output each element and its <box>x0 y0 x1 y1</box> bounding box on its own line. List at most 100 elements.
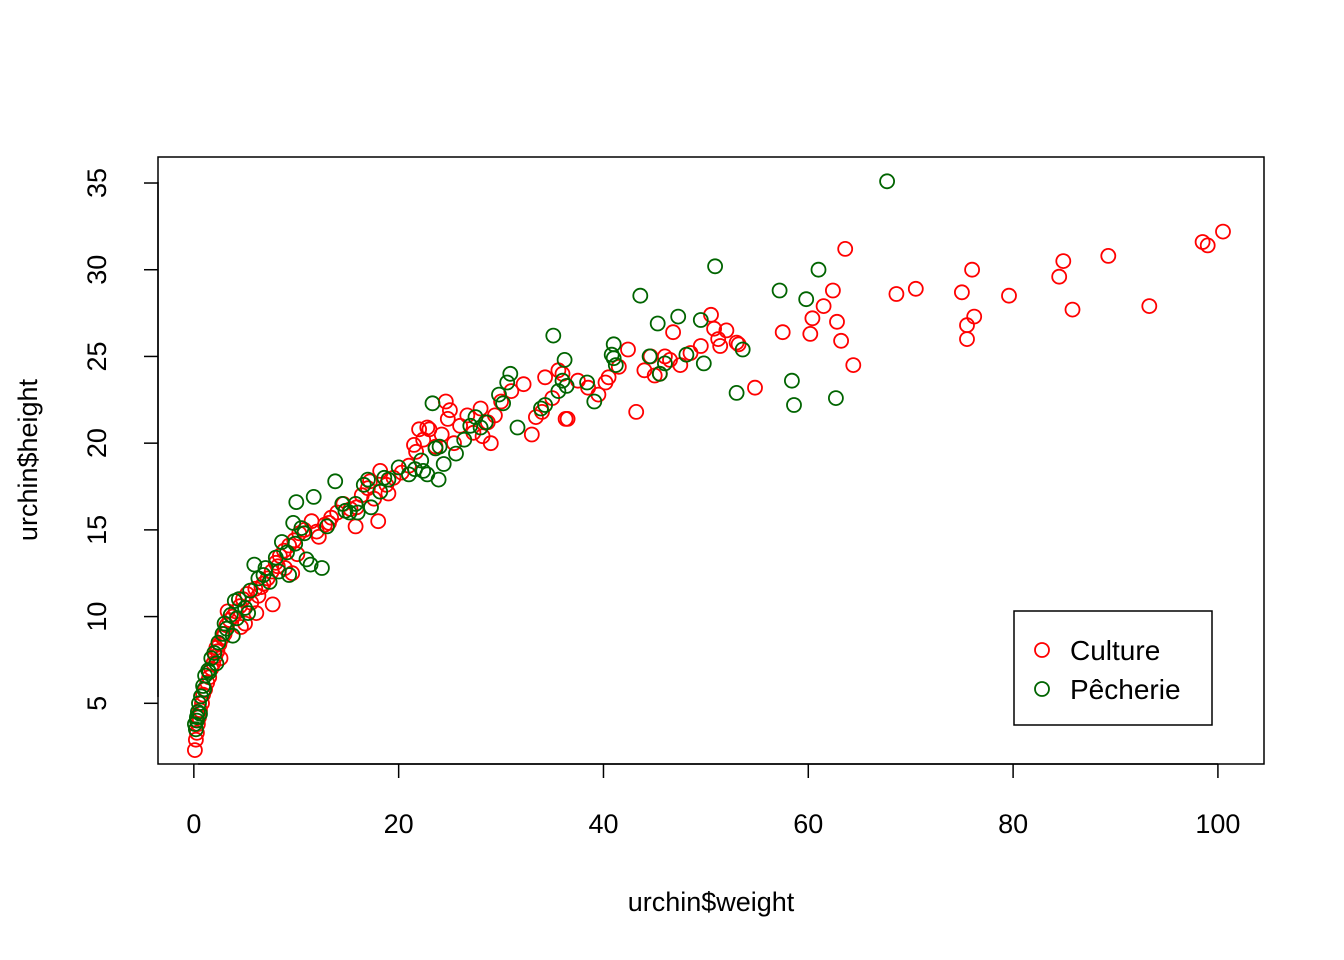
data-point <box>692 312 709 328</box>
data-point <box>439 410 456 427</box>
data-point <box>888 286 905 302</box>
data-point <box>288 494 305 511</box>
data-point <box>237 615 253 632</box>
data-point <box>515 376 532 393</box>
data-point <box>472 419 489 436</box>
data-point <box>210 634 227 651</box>
data-point <box>493 393 510 410</box>
data-point <box>845 357 862 374</box>
data-point <box>255 575 272 592</box>
data-point <box>959 317 975 334</box>
legend-label-culture: Culture <box>1070 635 1160 666</box>
y-axis: 5 10 15 20 25 30 35 <box>82 168 159 711</box>
data-point <box>482 435 499 452</box>
data-point <box>712 338 729 354</box>
data-point <box>1051 268 1068 285</box>
data-point <box>810 261 827 278</box>
data-point <box>495 395 512 412</box>
data-point <box>208 655 225 672</box>
data-point <box>187 731 204 748</box>
data-point <box>424 395 441 412</box>
data-point <box>347 518 364 535</box>
data-point <box>441 402 458 419</box>
data-point <box>554 372 571 389</box>
data-point <box>232 619 249 635</box>
data-point <box>605 350 622 367</box>
x-tick-label: 40 <box>588 809 618 839</box>
data-point <box>376 469 393 486</box>
data-point <box>603 346 620 363</box>
data-point <box>193 688 209 705</box>
data-point <box>186 742 203 758</box>
x-tick-label: 0 <box>186 809 201 839</box>
y-tick-label: 5 <box>82 696 112 711</box>
data-point <box>1055 253 1072 270</box>
data-point <box>959 331 975 348</box>
data-point <box>747 379 763 396</box>
data-point <box>242 582 259 599</box>
data-point <box>472 400 489 417</box>
data-point <box>550 383 567 400</box>
data-point <box>607 357 624 374</box>
data-point <box>665 324 681 341</box>
data-point <box>734 341 751 358</box>
data-point <box>837 240 854 257</box>
data-point <box>415 462 432 479</box>
data-point <box>186 716 203 732</box>
data-point <box>319 518 335 535</box>
data-point <box>707 258 723 275</box>
data-point <box>327 473 344 490</box>
data-point <box>281 567 298 583</box>
legend-label-pecherie: Pêcherie <box>1070 674 1181 705</box>
data-point <box>419 419 436 436</box>
data-point <box>305 488 322 505</box>
data-point <box>502 365 519 382</box>
x-tick-label: 20 <box>384 809 414 839</box>
legend: Culture Pêcherie <box>1013 610 1213 726</box>
data-point <box>189 704 206 720</box>
data-point <box>452 417 469 434</box>
data-point <box>431 438 448 455</box>
data-point <box>579 374 595 391</box>
data-point <box>1100 247 1117 264</box>
data-point <box>678 346 695 363</box>
data-point <box>269 558 286 575</box>
x-tick-label: 100 <box>1195 809 1240 839</box>
data-point <box>537 397 553 413</box>
data-point <box>264 596 281 613</box>
x-tick-label: 60 <box>793 809 823 839</box>
data-point <box>206 645 223 661</box>
data-point <box>605 336 622 353</box>
data-point <box>408 443 425 460</box>
data-point <box>728 384 745 401</box>
data-point <box>829 313 845 330</box>
data-point <box>695 355 712 372</box>
data-point <box>337 502 354 519</box>
data-point <box>188 709 205 726</box>
legend-box <box>1013 610 1213 726</box>
data-point <box>718 322 735 339</box>
data-point <box>620 341 636 358</box>
data-point <box>313 560 330 576</box>
data-point <box>586 393 603 410</box>
data-point <box>363 499 379 516</box>
data-point <box>825 282 841 299</box>
data-point <box>1141 298 1158 315</box>
legend-marker-pecherie <box>1034 681 1050 697</box>
data-point <box>710 331 727 348</box>
data-point <box>1215 223 1231 240</box>
data-point <box>774 324 791 341</box>
data-point <box>459 407 476 424</box>
data-point <box>370 513 387 530</box>
data-point <box>610 358 627 375</box>
data-point <box>556 351 573 368</box>
data-point <box>446 435 462 452</box>
data-points <box>186 173 1231 758</box>
data-point <box>261 574 278 590</box>
data-point <box>966 308 983 325</box>
data-point <box>253 579 270 595</box>
data-point <box>784 372 800 389</box>
data-point <box>771 282 788 299</box>
data-point <box>372 483 389 500</box>
